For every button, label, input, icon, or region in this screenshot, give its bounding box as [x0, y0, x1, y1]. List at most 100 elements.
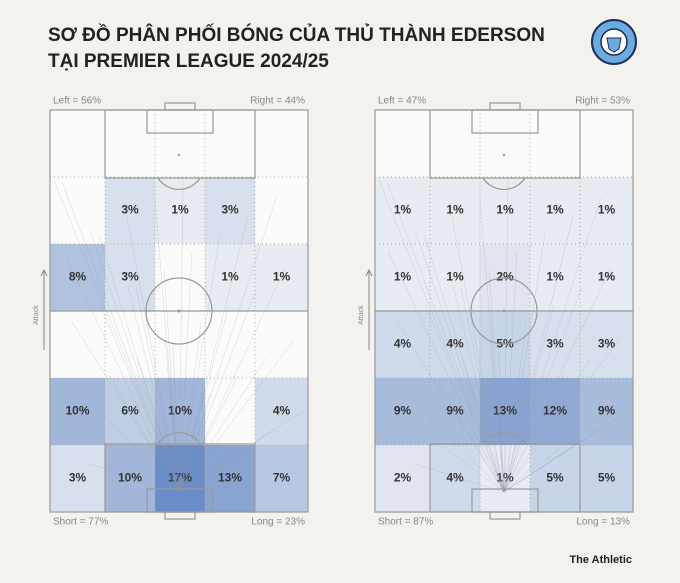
- pass-line: [433, 374, 505, 493]
- zone-cell: [255, 378, 308, 445]
- pass-line: [80, 392, 180, 493]
- zone-label: 13%: [218, 471, 242, 485]
- pass-line: [503, 391, 528, 493]
- centre-circle: [145, 277, 213, 345]
- right-share: Right = 44%: [250, 96, 305, 107]
- pass-line: [62, 250, 180, 493]
- pass-line: [99, 303, 180, 493]
- right-share: Right = 53%: [575, 96, 630, 107]
- long-share: Long = 23%: [251, 517, 305, 528]
- zone-cell: [375, 244, 430, 311]
- pitches: 3% 1% 3% 8% 3% 1% 1% 10% 6% 10% 4% 3% 10% 17% 13% 7% Lef…: [33, 96, 634, 528]
- pass-line: [53, 179, 180, 493]
- zone-cell: [580, 177, 633, 244]
- zone-label: 10%: [65, 404, 89, 418]
- penalty-arc: [157, 431, 201, 445]
- zone-cell: [430, 311, 480, 378]
- pass-line: [405, 392, 505, 493]
- pass-line: [503, 462, 537, 493]
- pass-line: [127, 285, 180, 493]
- attack-arrowhead: [365, 268, 373, 277]
- zone-label: 2%: [394, 471, 412, 485]
- zone-label: 3%: [546, 337, 564, 351]
- attack-label: Attack: [33, 305, 40, 325]
- zone-label: 4%: [446, 471, 464, 485]
- pass-line: [90, 232, 180, 493]
- pass-line: [98, 234, 180, 493]
- pass-line: [136, 356, 180, 493]
- left-share: Left = 56%: [53, 96, 101, 107]
- zone-label: 1%: [394, 270, 412, 284]
- zone-label: 1%: [273, 270, 291, 284]
- pass-line: [470, 427, 505, 493]
- pitch: 1% 1% 1% 1% 1% 1% 1% 2% 1% 1% 4% 4% 5% 3% 3% 9% 9% 13% 12%…: [358, 96, 634, 528]
- penalty-arc: [482, 177, 526, 191]
- zone-label: 4%: [446, 337, 464, 351]
- zone-cell: [530, 177, 580, 244]
- pass-line: [135, 287, 180, 493]
- zone-cell: [375, 311, 430, 378]
- pass-line: [424, 303, 505, 493]
- zone-cell: [430, 244, 480, 311]
- zone-label: 10%: [168, 404, 192, 418]
- zone-label: 3%: [121, 203, 139, 217]
- zone-cell: [580, 378, 633, 445]
- zone-label: 3%: [69, 471, 87, 485]
- zone-cell: [580, 244, 633, 311]
- zone-cell: [480, 445, 530, 512]
- pass-line: [164, 338, 180, 493]
- zone-label: 1%: [221, 270, 239, 284]
- zone-label: 12%: [543, 404, 567, 418]
- zone-label: 6%: [121, 404, 139, 418]
- pass-line: [488, 269, 505, 493]
- zone-cell: [530, 244, 580, 311]
- zone-cell: [530, 378, 580, 445]
- pass-line: [460, 287, 505, 493]
- pass-line: [415, 232, 505, 493]
- zone-label: 7%: [273, 471, 291, 485]
- zone-cell: [105, 378, 155, 445]
- zone-cell: [255, 244, 308, 311]
- pass-line: [178, 180, 184, 493]
- pass-line: [178, 304, 230, 493]
- pass-line: [442, 445, 505, 493]
- logo-shield: [606, 37, 622, 53]
- pass-line: [178, 410, 304, 493]
- zone-label: 3%: [598, 337, 616, 351]
- pass-line: [503, 268, 611, 493]
- pass-line: [503, 322, 527, 493]
- zone-cell: [205, 244, 255, 311]
- zone-label: 8%: [69, 270, 87, 284]
- zone-label: 1%: [496, 471, 514, 485]
- pass-line: [503, 446, 573, 493]
- zone-cell: [50, 378, 105, 445]
- zone-cell: [375, 177, 430, 244]
- pass-line: [178, 462, 212, 493]
- zone-cell: [50, 445, 105, 512]
- zone-cell: [480, 378, 530, 445]
- zone-cell: [375, 445, 430, 512]
- pass-line: [378, 179, 505, 493]
- goal: [489, 511, 521, 520]
- zone-cell: [580, 311, 633, 378]
- attack-arrowhead: [40, 268, 48, 277]
- pass-line: [461, 356, 505, 493]
- short-share: Short = 87%: [378, 517, 433, 528]
- pass-line: [503, 339, 620, 493]
- pass-line: [498, 409, 505, 493]
- zone-label: 1%: [598, 270, 616, 284]
- pass-line: [396, 321, 505, 493]
- pass-line: [178, 197, 277, 493]
- zone-label: 5%: [546, 471, 564, 485]
- club-logo: [591, 19, 637, 65]
- pass-line: [126, 216, 180, 493]
- zone-cell: [205, 177, 255, 244]
- zone-label: 1%: [546, 203, 564, 217]
- pass-line: [503, 304, 555, 493]
- pass-line: [178, 428, 276, 493]
- pass-line: [178, 251, 193, 493]
- centre-circle: [470, 277, 538, 345]
- pitch: 3% 1% 3% 8% 3% 1% 1% 10% 6% 10% 4% 3% 10% 17% 13% 7% Lef…: [33, 96, 309, 528]
- zone-label: 9%: [394, 404, 412, 418]
